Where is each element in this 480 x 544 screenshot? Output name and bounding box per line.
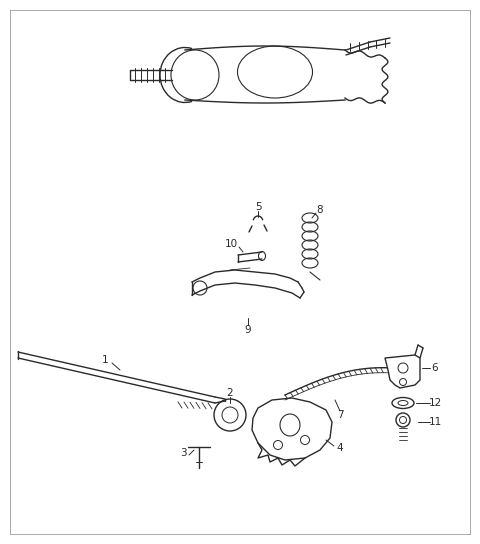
Text: 9: 9 <box>245 325 252 335</box>
Text: 4: 4 <box>336 443 343 453</box>
Text: 11: 11 <box>428 417 442 427</box>
Text: 2: 2 <box>227 388 233 398</box>
Text: 12: 12 <box>428 398 442 408</box>
Text: 5: 5 <box>255 202 261 212</box>
Text: 1: 1 <box>102 355 108 365</box>
Text: 10: 10 <box>225 239 238 249</box>
Polygon shape <box>385 355 420 388</box>
Text: 6: 6 <box>432 363 438 373</box>
Text: 8: 8 <box>317 205 324 215</box>
Text: 3: 3 <box>180 448 186 458</box>
Polygon shape <box>252 398 332 460</box>
Text: 7: 7 <box>336 410 343 420</box>
